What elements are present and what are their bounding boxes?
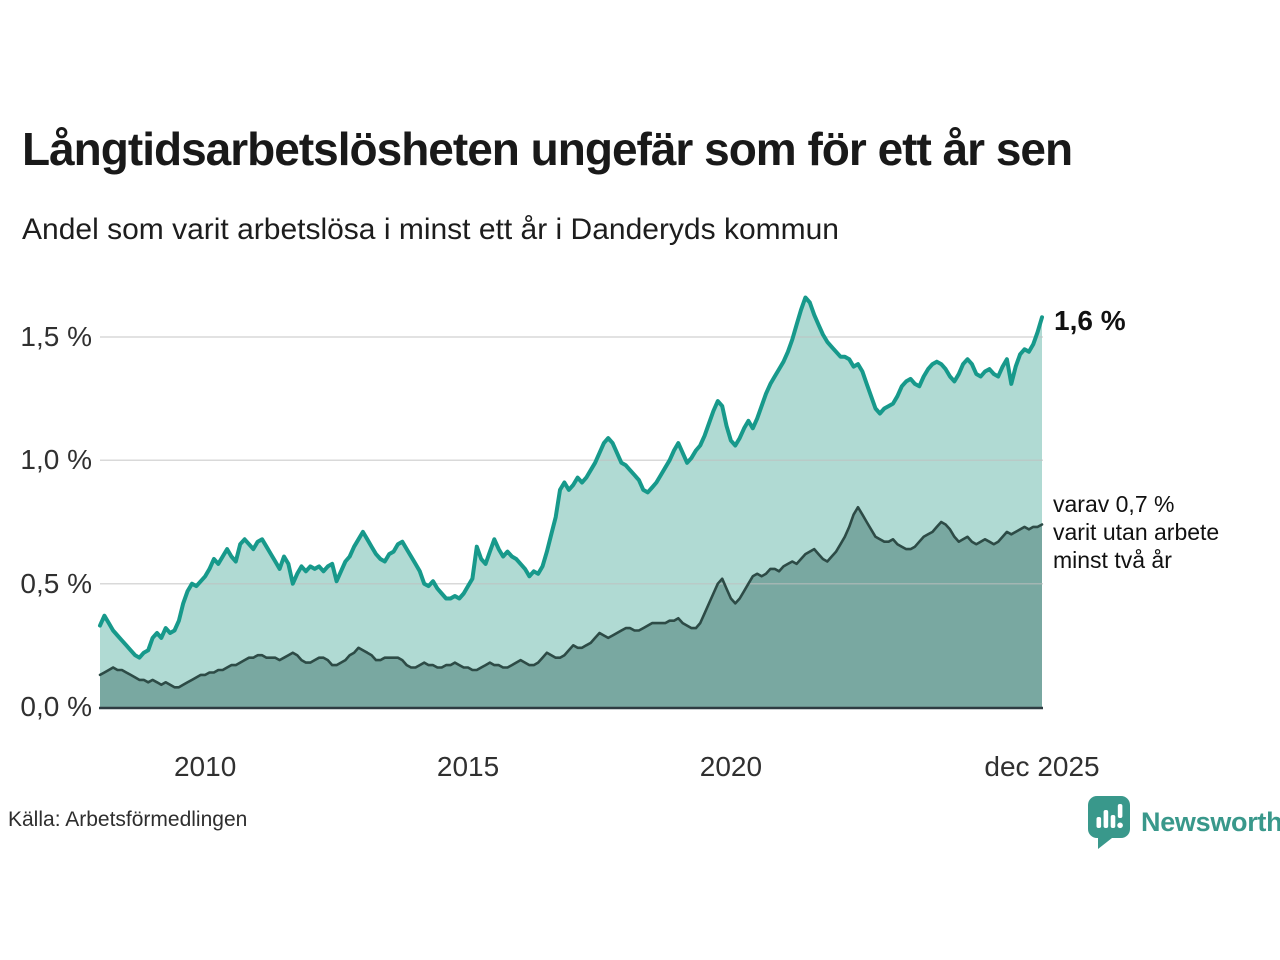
y-tick-label: 1,5 %: [20, 320, 92, 352]
newsworthy-logo-text: Newsworthy: [1141, 806, 1280, 837]
chart-subtitle: Andel som varit arbetslösa i minst ett å…: [22, 213, 839, 246]
series2-area: [100, 507, 1042, 707]
secondary-annotation-line3: minst två år: [1053, 547, 1172, 573]
source-attribution: Källa: Arbetsförmedlingen: [8, 808, 248, 831]
x-tick-label: dec 2025: [984, 751, 1100, 782]
x-tick-label: 2015: [436, 751, 500, 782]
y-tick-label: 1,0 %: [20, 444, 92, 476]
series2-line: [98, 505, 1044, 689]
secondary-annotation-line2: varit utan arbete: [1053, 519, 1220, 545]
latest-value-annotation: 1,6 %: [1054, 305, 1126, 336]
newsworthy-logo: Newsworthy: [1086, 794, 1280, 850]
newsworthy-logo-icon: [1088, 796, 1130, 849]
x-tick-label: 2010: [173, 751, 237, 782]
page-title: Långtidsarbetslösheten ungefär som för e…: [22, 123, 1073, 175]
y-tick-label: 0,0 %: [20, 691, 92, 722]
y-tick-label: 0,5 %: [20, 567, 92, 599]
secondary-annotation-line1: varav 0,7 %: [1053, 491, 1175, 517]
secondary-series-annotation: varav 0,7 % varit utan arbete minst två …: [1053, 490, 1219, 574]
series1-line: [98, 295, 1044, 660]
x-tick-label: 2020: [699, 751, 763, 782]
